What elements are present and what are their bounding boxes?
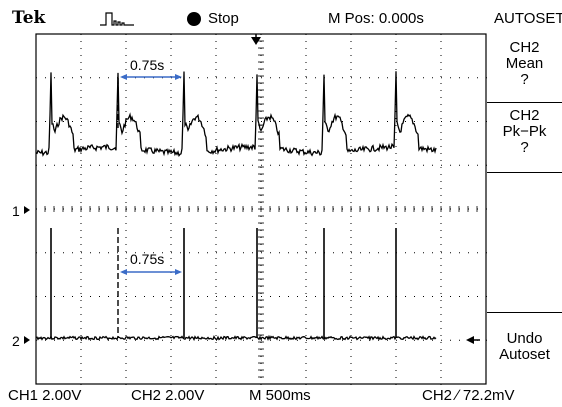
menu-undo-line1: Undo [506, 330, 543, 347]
ch1-ground-arrow-icon [24, 206, 30, 214]
menu-ch2-mean-line1: CH2 [509, 39, 540, 56]
interval-label-bottom: 0.75s [130, 251, 164, 267]
status-header: Tek Stop M Pos: 0.000s AUTOSET [0, 0, 562, 32]
ch1-scale: CH1 2.00V [8, 387, 82, 404]
ch2-spikes [50, 228, 397, 338]
ch2-scale: CH2 2.00V [131, 387, 205, 404]
ch2-marker: 2 [12, 333, 20, 349]
horizontal-position: M Pos: 0.000s [328, 10, 424, 27]
trigger-position-arrow-icon [251, 37, 261, 45]
menu-divider [487, 312, 562, 313]
ch2-trace [35, 334, 437, 342]
menu-ch2-mean[interactable]: CH2 Mean ? [487, 40, 562, 88]
interval-arrow-bottom [120, 269, 182, 275]
menu-ch2-mean-value: ? [520, 71, 529, 88]
menu-title: AUTOSET [494, 10, 562, 27]
menu-ch2-pkpk-line1: CH2 [509, 107, 540, 124]
menu-ch2-pkpk-line2: Pk−Pk [502, 123, 547, 140]
trigger-readout: CH2 ∕ 72.2mV [422, 387, 515, 404]
menu-undo-autoset[interactable]: Undo Autoset [487, 331, 562, 363]
graticule-grid [35, 33, 487, 385]
interval-arrow-top [120, 74, 182, 80]
ch1-marker: 1 [12, 203, 20, 219]
menu-divider [487, 172, 562, 173]
menu-undo-line2: Autoset [499, 346, 550, 363]
stop-dot-icon [187, 12, 201, 26]
menu-ch2-pkpk[interactable]: CH2 Pk−Pk ? [487, 108, 562, 156]
interval-label-top: 0.75s [130, 57, 164, 73]
trigger-level-icon [466, 336, 474, 344]
ch1-trace [35, 71, 437, 158]
menu-ch2-mean-line2: Mean [505, 55, 544, 72]
ch2-ground-arrow-icon [24, 336, 30, 344]
timebase: M 500ms [249, 387, 311, 404]
scale-readout-bar: CH1 2.00V CH2 2.00V M 500ms CH2 ∕ 72.2mV [0, 386, 562, 407]
menu-ch2-pkpk-value: ? [520, 139, 529, 156]
menu-divider [487, 102, 562, 103]
pulse-train-icon [100, 12, 134, 26]
brand-logo: Tek [12, 8, 46, 28]
acquisition-state: Stop [208, 10, 239, 27]
side-menu: CH2 Mean ? CH2 Pk−Pk ? Undo Autoset [487, 34, 562, 384]
